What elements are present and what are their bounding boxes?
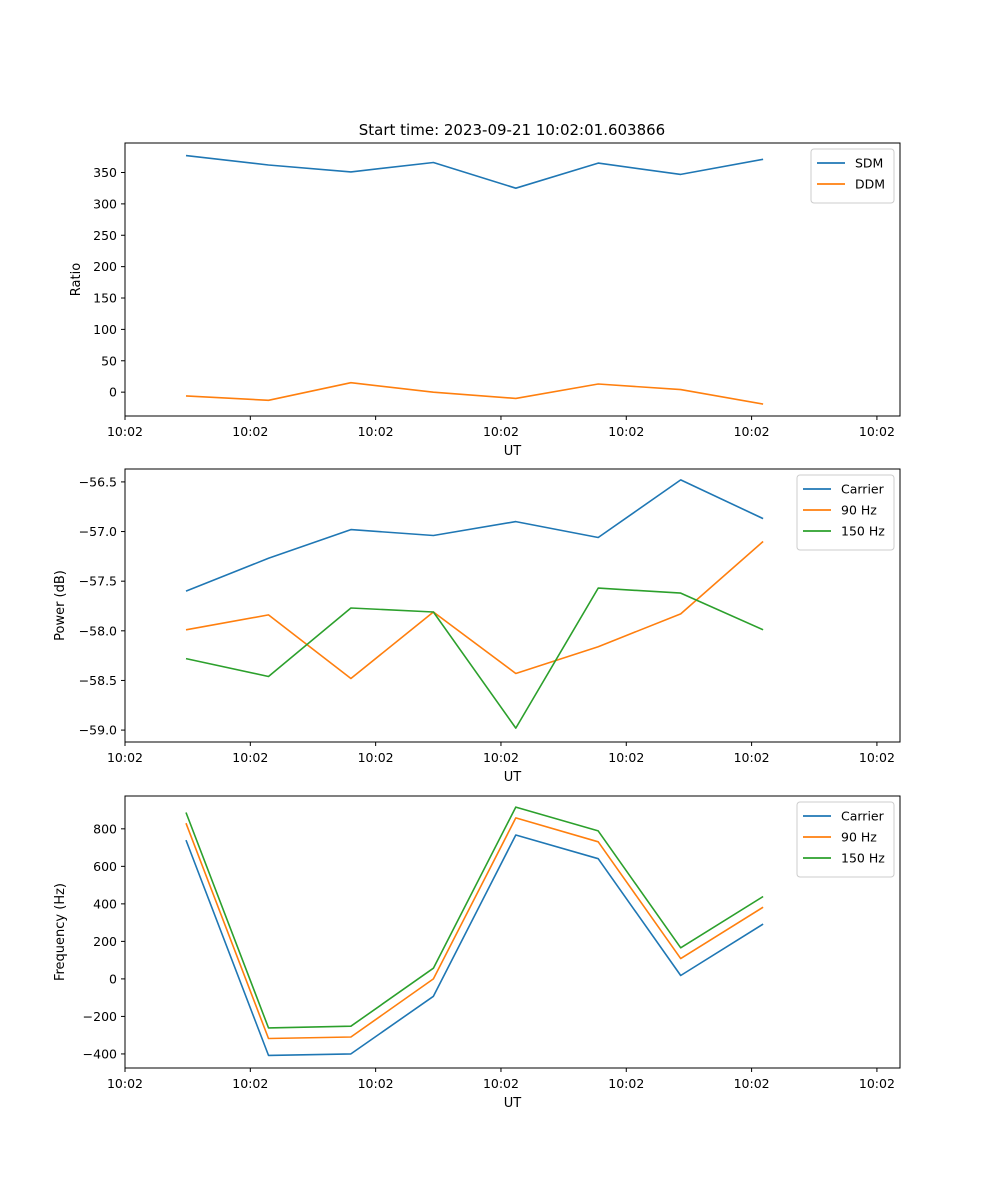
power-x-tick-label: 10:02 <box>483 750 519 765</box>
ratio-x-tick-label: 10:02 <box>608 424 644 439</box>
ratio-legend-label-sdm: SDM <box>855 156 883 171</box>
power-x-tick-label: 10:02 <box>734 750 770 765</box>
frequency-y-tick-label: 200 <box>93 934 117 949</box>
power-y-tick-label: −57.5 <box>79 574 117 589</box>
ratio-y-tick-label: 50 <box>101 353 117 368</box>
frequency-series-line-carrier <box>185 834 764 1057</box>
frequency-x-tick-label: 10:02 <box>859 1076 895 1091</box>
ratio-y-tick-label: 100 <box>93 322 117 337</box>
power-y-tick-label: −58.0 <box>79 623 117 638</box>
ratio-x-axis-label: UT <box>504 444 522 459</box>
frequency-y-tick-label: 0 <box>109 971 117 986</box>
power-y-tick-label: −56.5 <box>79 474 117 489</box>
power-x-tick-label: 10:02 <box>358 750 394 765</box>
frequency-legend-label-90-hz: 90 Hz <box>841 830 877 845</box>
frequency-series-line-90-hz <box>185 817 764 1040</box>
ratio-x-tick-label: 10:02 <box>358 424 394 439</box>
ratio-y-tick-label: 300 <box>93 196 117 211</box>
frequency-y-tick-label: 600 <box>93 859 117 874</box>
ratio-y-tick-label: 150 <box>93 291 117 306</box>
frequency-x-tick-label: 10:02 <box>734 1076 770 1091</box>
ratio-x-tick-label: 10:02 <box>734 424 770 439</box>
frequency-series-line-150-hz <box>185 806 764 1029</box>
frequency-axes-frame <box>124 795 901 1069</box>
power-y-tick-label: −58.5 <box>79 673 117 688</box>
power-series-line-90-hz <box>185 540 764 680</box>
frequency-x-tick-label: 10:02 <box>232 1076 268 1091</box>
power-x-tick-label: 10:02 <box>608 750 644 765</box>
frequency-y-tick-label: −200 <box>83 1009 117 1024</box>
power-x-tick-label: 10:02 <box>232 750 268 765</box>
frequency-y-tick-label: −400 <box>83 1046 117 1061</box>
frequency-legend-label-150-hz: 150 Hz <box>841 851 885 866</box>
ratio-x-tick-label: 10:02 <box>483 424 519 439</box>
figure-title: Start time: 2023-09-21 10:02:01.603866 <box>359 121 665 139</box>
ratio-x-tick-label: 10:02 <box>232 424 268 439</box>
power-series-line-carrier <box>185 479 764 592</box>
frequency-x-tick-label: 10:02 <box>483 1076 519 1091</box>
frequency-x-tick-label: 10:02 <box>107 1076 143 1091</box>
power-x-tick-label: 10:02 <box>107 750 143 765</box>
power-y-tick-label: −59.0 <box>79 723 117 738</box>
frequency-x-tick-label: 10:02 <box>608 1076 644 1091</box>
power-panel: 10:02 10:02 10:02 10:02 10:02 10:02 10:02 −59.0… <box>53 468 901 785</box>
power-x-axis-label: UT <box>504 770 522 785</box>
ratio-panel: 10:02 10:02 10:02 10:02 10:02 10:02 10:02 0 50 10… <box>69 142 901 459</box>
ratio-y-tick-label: 350 <box>93 165 117 180</box>
power-legend-label-150-hz: 150 Hz <box>841 524 885 539</box>
ratio-y-tick-label: 0 <box>109 385 117 400</box>
ratio-x-tick-label: 10:02 <box>859 424 895 439</box>
frequency-y-tick-label: 400 <box>93 896 117 911</box>
power-legend-label-carrier: Carrier <box>841 482 885 497</box>
frequency-y-axis-label: Frequency (Hz) <box>53 883 68 981</box>
power-x-tick-label: 10:02 <box>859 750 895 765</box>
frequency-y-tick-label: 800 <box>93 821 117 836</box>
power-y-tick-label: −57.0 <box>79 524 117 539</box>
power-legend-label-90-hz: 90 Hz <box>841 503 877 518</box>
ratio-y-tick-label: 200 <box>93 259 117 274</box>
ratio-axes-frame <box>124 142 901 417</box>
power-y-axis-label: Power (dB) <box>53 570 68 641</box>
ratio-series-line-sdm <box>185 154 764 189</box>
frequency-panel: 10:02 10:02 10:02 10:02 10:02 10:02 10:02 −400 −… <box>53 795 901 1111</box>
frequency-x-axis-label: UT <box>504 1096 522 1111</box>
frequency-legend-label-carrier: Carrier <box>841 809 885 824</box>
ratio-y-axis-label: Ratio <box>69 263 84 296</box>
power-series-line-150-hz <box>185 587 764 729</box>
power-axes-frame <box>124 468 901 743</box>
ratio-legend-label-ddm: DDM <box>855 177 885 192</box>
ratio-y-tick-label: 250 <box>93 228 117 243</box>
ratio-series-line-ddm <box>185 381 764 405</box>
ratio-x-tick-label: 10:02 <box>107 424 143 439</box>
frequency-x-tick-label: 10:02 <box>358 1076 394 1091</box>
